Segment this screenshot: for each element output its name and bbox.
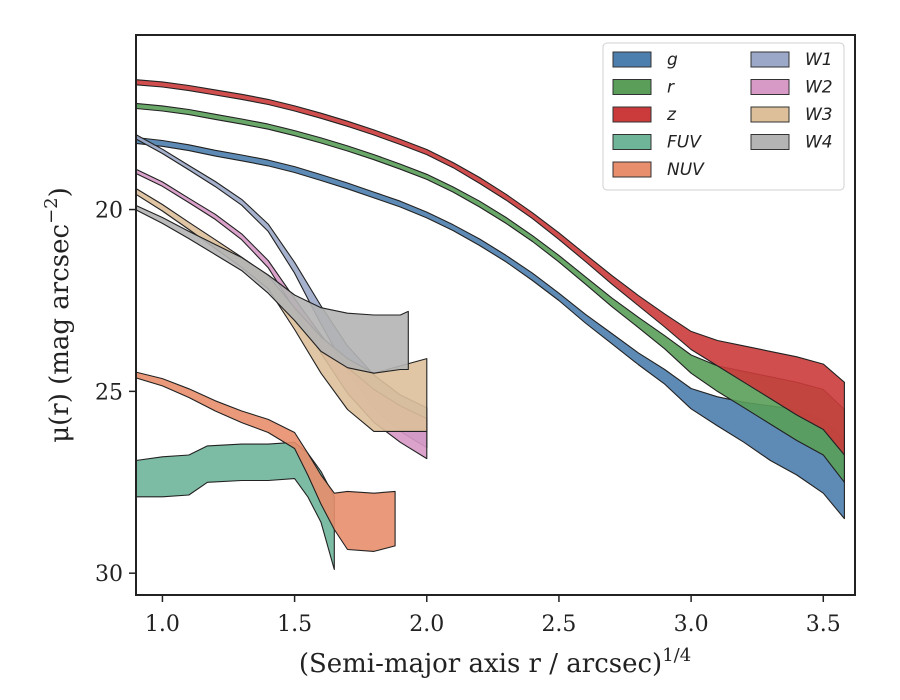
band-fuv <box>135 441 335 571</box>
y-axis-title: μ(r) (mag arcsec−2) <box>41 187 75 443</box>
legend-swatch-nuv <box>612 161 652 178</box>
legend-label-w3: W3 <box>805 105 833 125</box>
x-tick-label: 3.0 <box>674 612 709 637</box>
x-tick-label: 1.5 <box>277 612 312 637</box>
band-r <box>135 102 845 483</box>
legend-swatch-fuv <box>612 134 652 150</box>
profile-bands <box>135 79 845 571</box>
legend-swatch-g <box>612 51 652 68</box>
plot-frame <box>135 34 856 596</box>
x-axis-ticks: 1.0 1.5 2.0 2.5 3.0 3.5 <box>145 595 841 637</box>
legend-label-w1: W1 <box>805 50 833 70</box>
band-w4 <box>135 204 409 374</box>
legend-label-g: g <box>667 50 678 70</box>
band-z <box>135 79 845 456</box>
band-w3 <box>135 187 428 432</box>
x-tick-label: 2.5 <box>541 612 576 637</box>
legend-swatch-w3 <box>750 106 790 123</box>
legend-label-nuv: NUV <box>667 160 705 180</box>
legend-swatch-w2 <box>750 79 790 95</box>
x-tick-label: 2.0 <box>409 612 444 637</box>
legend-swatch-w1 <box>750 51 790 68</box>
y-tick-label: 30 <box>95 562 123 587</box>
legend-label-z: z <box>666 105 677 125</box>
y-tick-label: 25 <box>95 380 123 405</box>
legend-label-w2: W2 <box>805 78 833 98</box>
legend-swatch-r <box>612 79 652 95</box>
legend-label-r: r <box>667 78 675 98</box>
x-tick-label: 1.0 <box>145 612 180 637</box>
legend-label-w4: W4 <box>805 133 833 153</box>
y-axis-ticks: 20 25 30 <box>95 199 136 587</box>
x-tick-label: 3.5 <box>806 612 841 637</box>
band-g <box>135 136 845 520</box>
legend-label-fuv: FUV <box>667 133 702 153</box>
legend: grz FUV NUV W1 W2 W3 W4 <box>602 42 845 191</box>
legend-swatch-z <box>612 106 652 123</box>
x-axis-title: (Semi-major axis r / arcsec)1/4 <box>299 645 691 679</box>
y-tick-label: 20 <box>95 199 123 224</box>
legend-swatch-w4 <box>750 134 790 150</box>
band-nuv <box>135 371 396 552</box>
